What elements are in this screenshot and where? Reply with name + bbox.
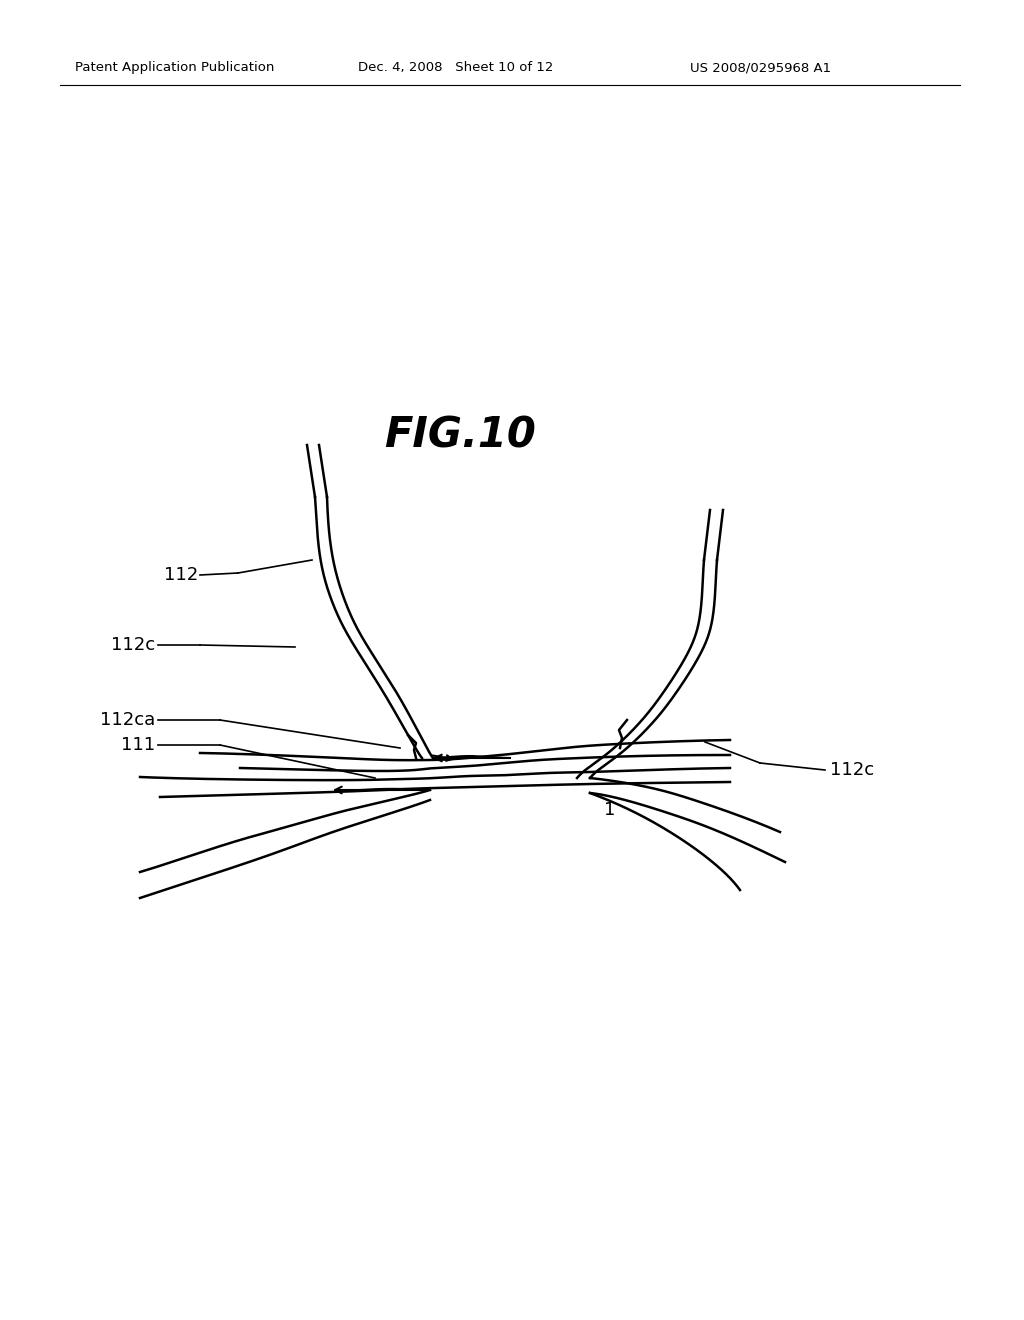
- Text: Patent Application Publication: Patent Application Publication: [75, 62, 274, 74]
- Text: FIG.10: FIG.10: [384, 414, 536, 455]
- Text: 112c: 112c: [111, 636, 155, 653]
- Text: US 2008/0295968 A1: US 2008/0295968 A1: [690, 62, 831, 74]
- Text: 112c: 112c: [830, 762, 874, 779]
- Text: 1: 1: [604, 801, 615, 818]
- Text: Dec. 4, 2008   Sheet 10 of 12: Dec. 4, 2008 Sheet 10 of 12: [358, 62, 553, 74]
- Text: 112ca: 112ca: [99, 711, 155, 729]
- Text: 111: 111: [121, 737, 155, 754]
- Text: 112: 112: [164, 566, 198, 583]
